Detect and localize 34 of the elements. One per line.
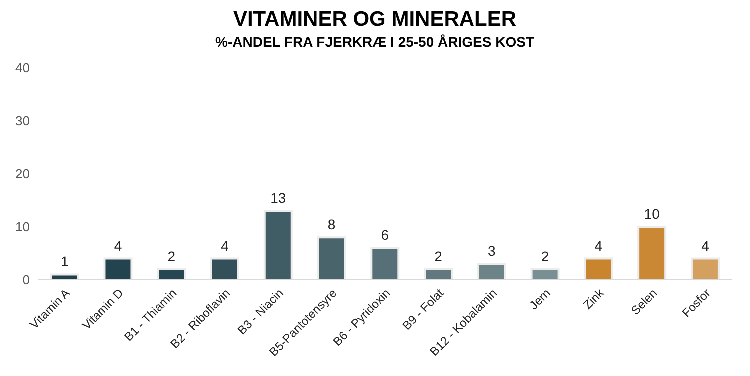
y-tick-label: 20 [16,166,30,182]
data-label: 6 [381,227,390,244]
bar [638,226,667,280]
data-label: 4 [702,238,710,254]
data-label: 2 [541,248,550,264]
chart-subtitle: %-ANDEL FRA FJERKRÆ I 25-50 ÅRIGES KOST [214,34,536,50]
y-tick-label: 0 [22,272,30,288]
data-label: 1 [60,254,69,270]
bar [477,263,506,280]
data-label: 2 [168,248,176,264]
data-label: 4 [594,238,603,254]
data-label: 2 [434,248,443,264]
data-label: 13 [270,190,286,206]
bar [370,247,400,280]
data-label: 3 [488,243,496,260]
bar [210,258,240,280]
bar [530,268,560,280]
data-label: 4 [221,238,230,254]
chart-title: VITAMINER OG MINERALER [232,8,518,32]
bar [264,210,293,280]
y-tick-label: 40 [16,60,30,76]
data-label: 10 [644,206,660,222]
bar [104,258,133,280]
bar [424,268,454,280]
data-label: 8 [328,216,336,233]
data-label: 4 [114,238,122,254]
bar [317,236,346,280]
bar [690,258,720,280]
x-tick-label: Jern [526,286,554,313]
bar [157,268,186,280]
y-tick-label: 10 [16,220,30,235]
y-tick-label: 30 [16,114,30,129]
bar [50,274,80,280]
bar [584,258,614,280]
